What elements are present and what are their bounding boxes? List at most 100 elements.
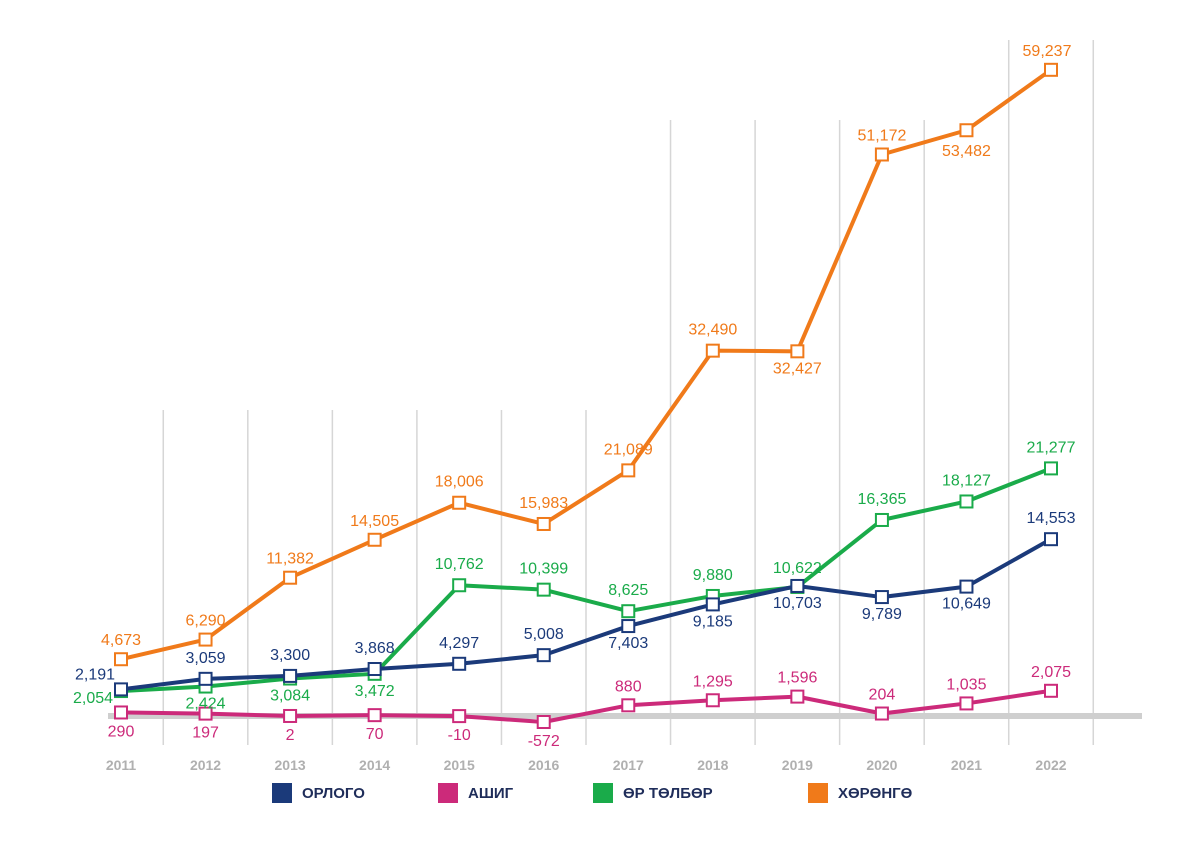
x-axis-ticks: 2011 2012 2013 2014 2015 2016 2017 2018 2019 2020… <box>106 757 1067 773</box>
data-point-marker <box>367 532 382 547</box>
data-point-marker <box>790 689 805 704</box>
data-point-marker <box>705 693 720 708</box>
data-point-marker <box>1044 532 1058 547</box>
data-label: 2 <box>286 727 295 744</box>
data-label: 4,297 <box>439 635 479 652</box>
data-label: 3,868 <box>355 640 395 657</box>
data-label: 10,762 <box>435 556 484 573</box>
x-tick-label: 2020 <box>866 757 897 773</box>
data-label: 18,006 <box>435 474 484 491</box>
legend-label: ОРЛОГО <box>302 784 365 802</box>
data-label: 3,084 <box>270 688 310 705</box>
data-label: 2,191 <box>75 666 115 683</box>
x-tick-label: 2021 <box>951 757 982 773</box>
data-point-marker <box>114 652 128 667</box>
x-tick-label: 2019 <box>782 757 813 773</box>
legend-swatch-khorongo <box>808 783 828 803</box>
data-point-marker <box>452 709 467 724</box>
x-tick-label: 2013 <box>275 757 306 773</box>
data-point-marker <box>790 344 805 359</box>
legend-item-khorongo: ХӨРӨНГӨ <box>808 778 912 808</box>
data-point-marker <box>874 147 889 162</box>
data-point-marker <box>536 715 551 730</box>
data-point-marker <box>874 590 889 605</box>
legend-item-orlogo: ОРЛОГО <box>272 778 365 808</box>
data-label: 9,880 <box>693 567 733 584</box>
data-point-marker <box>874 512 889 527</box>
data-point-marker <box>114 705 128 720</box>
data-label: 3,300 <box>270 647 310 664</box>
data-label: 8,625 <box>608 582 648 599</box>
legend-label: АШИГ <box>468 784 514 802</box>
data-label: 51,172 <box>857 128 906 145</box>
data-point-marker <box>283 570 298 585</box>
data-label: 4,673 <box>101 632 141 649</box>
data-label: 9,185 <box>693 613 733 630</box>
data-point-marker <box>621 619 636 634</box>
data-label: 11,382 <box>266 551 314 568</box>
data-point-marker <box>621 604 636 619</box>
data-label: 1,295 <box>693 673 733 690</box>
data-point-marker <box>705 597 720 612</box>
series-line <box>119 67 1053 662</box>
data-label: 3,059 <box>186 650 226 667</box>
data-point-marker <box>367 662 382 677</box>
data-point-marker <box>283 708 298 723</box>
value-labels: 4,673 6,290 11,382 14,505 18,006 15,983 21,089… <box>73 43 1076 750</box>
data-label: 880 <box>615 678 642 695</box>
x-tick-label: 2017 <box>613 757 644 773</box>
data-point-marker <box>705 343 720 358</box>
data-point-marker <box>198 706 213 721</box>
data-label: 21,089 <box>604 441 653 458</box>
legend-swatch-or-tolbor <box>593 783 613 803</box>
data-label: 70 <box>366 726 384 743</box>
data-label: 7,403 <box>608 635 648 652</box>
data-point-marker <box>959 696 974 711</box>
data-label: 2,075 <box>1031 664 1071 681</box>
legend-label: ХӨРӨНГӨ <box>838 784 913 802</box>
series-line <box>119 466 1053 694</box>
series-line <box>119 688 1053 725</box>
data-point-marker <box>1044 62 1058 77</box>
series-line <box>119 537 1053 692</box>
x-tick-label: 2018 <box>697 757 728 773</box>
baseline-axis <box>108 713 1142 719</box>
legend-swatch-ashig <box>438 783 458 803</box>
grid-lines <box>162 40 1095 745</box>
legend-swatch-orlogo <box>272 783 292 803</box>
data-point-marker <box>536 648 551 663</box>
legend-label: ӨР ТӨЛБӨР <box>623 784 713 802</box>
data-label: 2,424 <box>186 696 226 713</box>
data-point-marker <box>790 578 805 593</box>
data-label: 9,789 <box>862 606 902 623</box>
data-label: 6,290 <box>186 613 226 630</box>
data-point-marker <box>283 668 298 683</box>
data-point-marker <box>621 698 636 713</box>
data-point-marker <box>114 682 128 697</box>
series-lines <box>114 62 1058 730</box>
x-tick-label: 2022 <box>1035 757 1066 773</box>
data-label: 16,365 <box>857 491 906 508</box>
data-point-marker <box>874 706 889 721</box>
data-label: 10,649 <box>942 596 991 613</box>
data-label: 2,054 <box>73 690 113 707</box>
x-tick-label: 2016 <box>528 757 559 773</box>
data-point-marker <box>452 495 467 510</box>
data-label: 53,482 <box>942 143 991 160</box>
data-point-marker <box>1044 683 1058 698</box>
x-tick-label: 2015 <box>444 757 475 773</box>
data-label: 10,622 <box>773 560 822 577</box>
data-label: 21,277 <box>1027 439 1076 456</box>
data-point-marker <box>452 578 467 593</box>
data-point-marker <box>536 582 551 597</box>
data-label: 14,505 <box>350 513 399 530</box>
data-point-marker <box>198 632 213 647</box>
data-label: 32,427 <box>773 360 822 377</box>
data-label: -10 <box>448 727 471 744</box>
data-label: 5,008 <box>524 626 564 643</box>
legend-item-or-tolbor: ӨР ТӨЛБӨР <box>593 778 713 808</box>
x-tick-label: 2014 <box>359 757 390 773</box>
legend: ОРЛОГО АШИГ ӨР ТӨЛБӨР ХӨРӨНГӨ <box>0 778 1200 808</box>
data-label: 290 <box>108 723 135 740</box>
